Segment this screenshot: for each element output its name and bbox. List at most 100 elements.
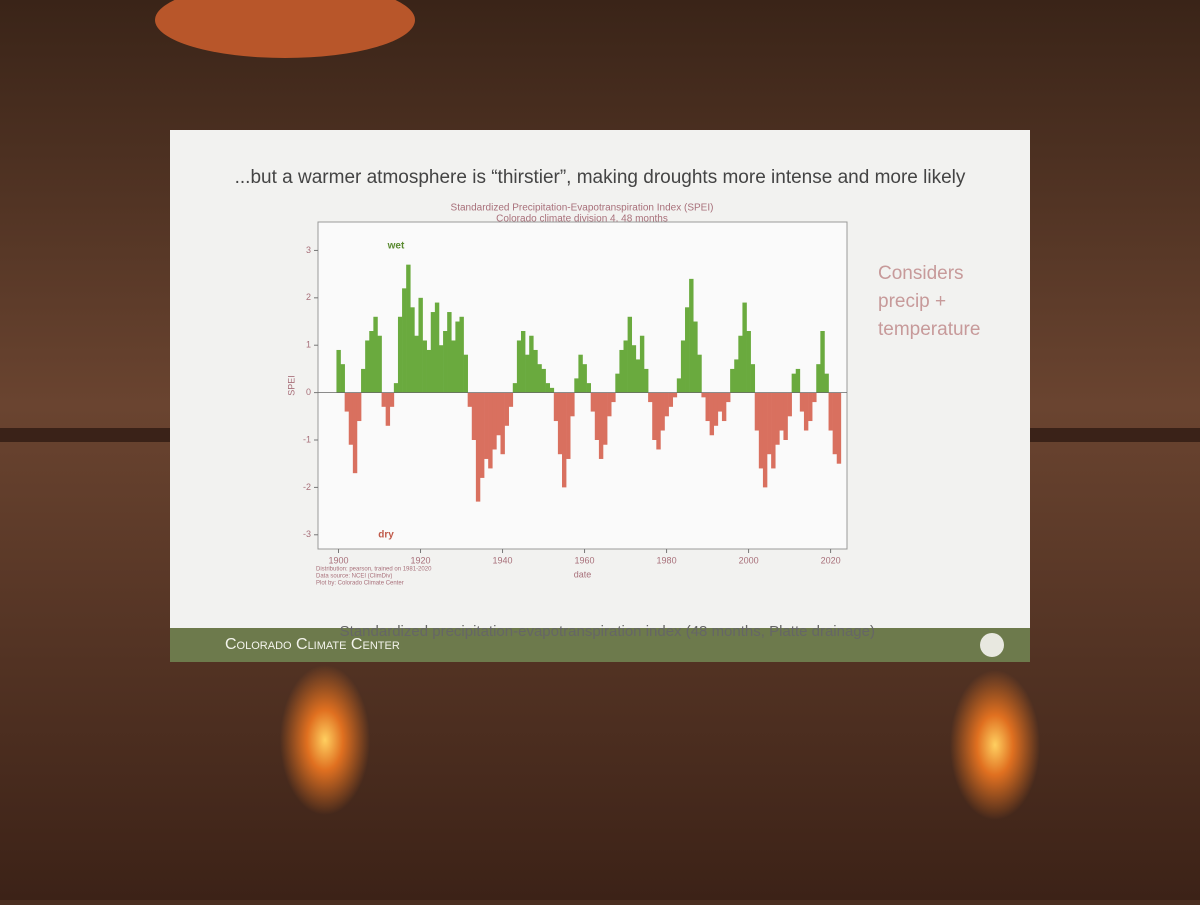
bar: [590, 392, 596, 412]
bar: [644, 368, 649, 393]
chart-note: Plot by: Colorado Climate Center: [316, 581, 404, 587]
bar: [500, 392, 505, 455]
bar: [697, 354, 702, 393]
slide-footer-bar: [170, 628, 1030, 662]
x-tick-label: 1940: [493, 555, 513, 565]
x-tick-label: 1980: [657, 555, 677, 565]
x-tick-label: 1900: [328, 555, 348, 565]
bar: [492, 392, 497, 450]
bar: [705, 392, 710, 422]
bar: [356, 392, 362, 422]
bar: [582, 364, 587, 393]
bar: [541, 368, 546, 393]
x-tick-label: 1920: [411, 555, 431, 565]
bar: [717, 392, 723, 412]
chart-title: Standardized Precipitation-Evapotranspir…: [451, 203, 714, 214]
bar: [664, 392, 669, 417]
bar: [713, 392, 719, 426]
bar: [557, 392, 563, 455]
bar: [685, 307, 690, 393]
bar: [434, 302, 440, 393]
bar: [689, 278, 694, 393]
bar: [709, 392, 715, 436]
bar: [799, 392, 805, 412]
bar: [795, 368, 801, 393]
bar: [574, 378, 579, 393]
bar: [361, 368, 366, 393]
bar: [701, 392, 706, 398]
y-tick-label: -2: [303, 482, 311, 492]
chart: Standardized Precipitation-Evapotranspir…: [286, 203, 848, 587]
bar: [627, 316, 633, 393]
bar: [488, 392, 493, 469]
bar: [340, 364, 345, 393]
y-tick-label: -1: [303, 434, 311, 444]
bar: [447, 312, 452, 393]
bar: [418, 297, 423, 393]
footer-text: Colorado Climate Center: [225, 636, 400, 653]
bar: [812, 392, 817, 403]
bar: [746, 331, 751, 393]
bar: [668, 392, 674, 407]
side-note: Considers precip + temperature: [878, 263, 980, 340]
bar: [451, 340, 456, 393]
y-tick-label: -3: [303, 529, 311, 539]
bar: [402, 288, 407, 393]
side-note-line: temperature: [878, 319, 980, 340]
y-tick-label: 2: [306, 292, 311, 302]
bar: [430, 312, 436, 393]
bar: [369, 331, 374, 393]
bar: [414, 335, 419, 393]
y-tick-label: 0: [306, 387, 311, 397]
bar: [479, 392, 485, 478]
bar: [754, 392, 760, 431]
bar: [767, 392, 772, 455]
y-tick-label: 3: [306, 245, 311, 255]
bar: [820, 331, 825, 393]
bar: [336, 349, 341, 393]
chart-note: Data source: NCEI (ClimDiv): [316, 574, 392, 580]
bar: [397, 316, 403, 393]
bar: [561, 392, 567, 488]
bar: [836, 392, 842, 464]
bar: [520, 331, 526, 393]
bar: [377, 335, 382, 393]
bar: [549, 387, 555, 393]
bar: [631, 345, 637, 393]
bar: [787, 392, 792, 417]
x-tick-label: 2020: [821, 555, 841, 565]
bar: [570, 392, 575, 417]
bar: [496, 392, 501, 436]
bar: [545, 383, 550, 393]
chart-note: Distribution: pearson, trained on 1981-2…: [316, 567, 432, 573]
bar: [676, 378, 682, 393]
bar: [648, 392, 653, 403]
bar: [459, 316, 464, 393]
bar: [373, 316, 378, 393]
bar: [808, 392, 813, 422]
bar: [512, 383, 518, 393]
annotation-dry: dry: [378, 530, 394, 541]
bar: [832, 392, 838, 455]
bar: [730, 368, 735, 393]
bar: [381, 392, 386, 407]
bar: [816, 364, 821, 393]
y-axis-label: SPEI: [286, 375, 296, 396]
bar: [660, 392, 665, 431]
bar: [734, 359, 739, 393]
sconce: [950, 670, 1040, 820]
bar: [603, 392, 608, 445]
bar: [615, 373, 620, 393]
headline: ...but a warmer atmosphere is “thirstier…: [235, 167, 966, 188]
bar: [393, 383, 399, 393]
bar: [803, 392, 809, 431]
x-axis-label: date: [574, 569, 592, 579]
bar: [443, 331, 448, 393]
bar: [410, 307, 415, 393]
bar: [721, 392, 727, 422]
bar: [389, 392, 395, 407]
bar: [471, 392, 477, 440]
bar: [537, 364, 542, 393]
